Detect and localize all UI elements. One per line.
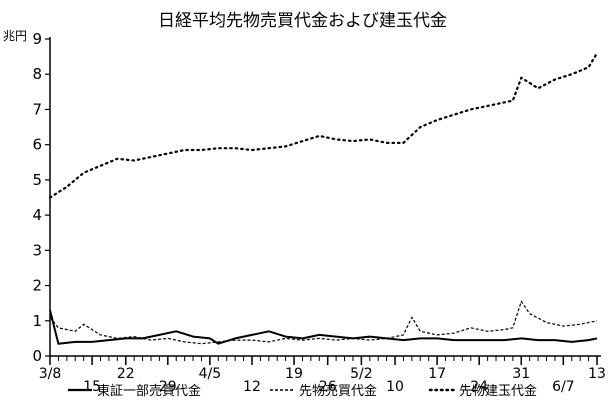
chart-title: 日経平均先物売買代金および建玉代金 <box>158 11 447 31</box>
y-tick-label: 9 <box>32 30 42 48</box>
x-tick-label: 4/5 <box>199 366 222 382</box>
legend: 東証一部売買代金 先物売買代金 先物建玉代金 <box>68 383 537 399</box>
unit-label: 兆円 <box>3 29 27 43</box>
y-tick-label: 5 <box>32 171 42 189</box>
x-tick-label: 29 <box>159 379 177 395</box>
x-tick-label: 3/8 <box>39 366 62 382</box>
x-tick-label: 19 <box>285 366 303 382</box>
y-tick-label: 1 <box>32 312 42 330</box>
x-tick-label: 17 <box>428 366 446 382</box>
legend-label-2: 先物売買代金 <box>299 383 377 399</box>
legend-label-3: 先物建玉代金 <box>459 383 537 399</box>
legend-label-1: 東証一部売買代金 <box>97 383 201 399</box>
x-tick-label: 5/2 <box>350 366 373 382</box>
y-tick-label: 2 <box>32 277 42 295</box>
y-tick-label: 4 <box>32 206 42 224</box>
x-tick-label: 13 <box>588 366 606 382</box>
y-tick-label: 6 <box>32 136 42 154</box>
y-tick-label: 8 <box>32 65 42 83</box>
x-tick-label: 6/7 <box>552 379 575 395</box>
y-tick-label: 7 <box>32 100 42 118</box>
series-line-3 <box>48 52 599 199</box>
y-tick-label: 0 <box>32 347 42 365</box>
series-group <box>48 52 599 345</box>
x-tick-label: 10 <box>386 379 404 395</box>
series-line-1 <box>49 309 598 345</box>
x-tick-label: 31 <box>512 366 530 382</box>
y-axis: 0 1 2 3 4 5 6 7 8 9 <box>32 30 51 365</box>
x-tick-label: 22 <box>117 366 135 382</box>
x-tick-label: 24 <box>470 379 488 395</box>
x-tick-label: 26 <box>319 379 337 395</box>
y-tick-label: 3 <box>32 241 42 259</box>
x-tick-label: 12 <box>243 379 261 395</box>
series-line-2 <box>49 300 598 345</box>
